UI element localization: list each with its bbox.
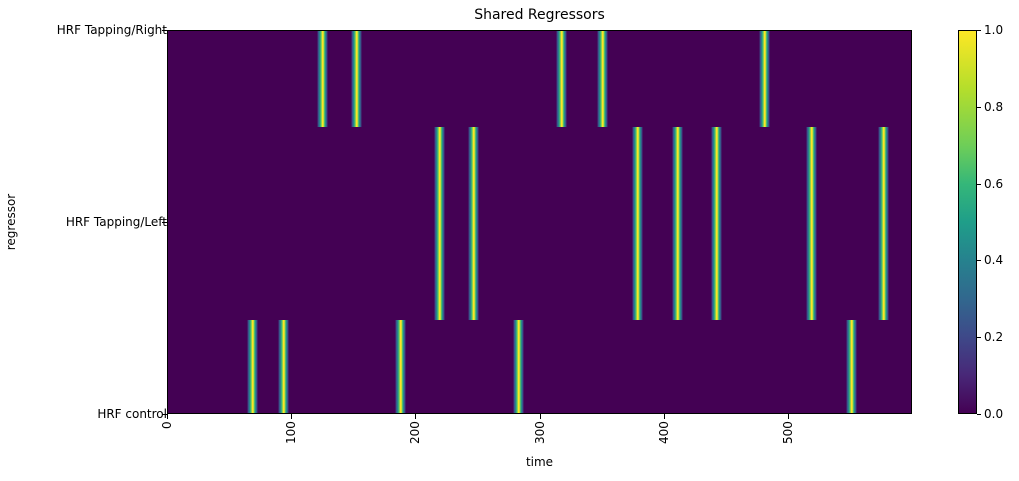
colorbar-tick-mark (977, 337, 981, 339)
regressor-peak (434, 127, 446, 320)
regressor-peak (246, 320, 258, 413)
regressor-peak (468, 127, 480, 320)
x-tick-label: 0 (160, 421, 174, 429)
colorbar-tick-label: 1.0 (984, 23, 1004, 37)
heatmap-plot-area (167, 30, 912, 414)
colorbar-tick-mark (977, 260, 981, 262)
regressor-peak (877, 127, 889, 320)
regressor-peak (671, 127, 683, 320)
regressor-peak (711, 127, 723, 320)
x-tick-mark (167, 414, 168, 419)
x-tick-mark (663, 414, 665, 419)
x-tick-label: 300 (532, 421, 547, 444)
x-tick-label: 100 (284, 421, 299, 444)
colorbar-tick-mark (977, 30, 981, 31)
x-tick-mark (539, 414, 541, 419)
row-hrf-control (168, 320, 911, 413)
regressor-peak (394, 320, 406, 413)
colorbar-tick-mark (977, 106, 981, 108)
y-tick-mark (162, 30, 167, 31)
x-tick-label: 400 (656, 421, 671, 444)
regressor-peak (512, 320, 524, 413)
regressor-peak (351, 31, 363, 127)
regressor-peak (631, 127, 643, 320)
regressor-peak (845, 320, 857, 413)
regressor-peak (556, 31, 568, 127)
regressor-peak (597, 31, 609, 127)
y-tick-label: HRF Tapping/Left (65, 215, 167, 229)
x-tick-mark (291, 414, 293, 419)
y-tick-mark (162, 222, 167, 223)
colorbar-tick-label: 0.0 (984, 407, 1004, 421)
x-axis-label: time (525, 455, 554, 469)
x-tick-mark (788, 414, 789, 419)
colorbar-tick-label: 0.6 (984, 176, 1004, 191)
x-tick-label: 200 (408, 421, 423, 444)
y-tick-label: HRF control (97, 407, 167, 421)
row-hrf-tapping-right (168, 31, 911, 127)
colorbar-tick-mark (977, 183, 981, 185)
colorbar-tick-label: 0.4 (984, 253, 1004, 268)
regressor-peak (278, 320, 289, 413)
x-tick-mark (415, 414, 417, 419)
x-tick-label: 500 (781, 421, 795, 444)
colorbar-tick-label: 0.8 (984, 99, 1004, 114)
regressor-peak (805, 127, 817, 320)
regressor-peak (758, 31, 770, 127)
y-axis-label: regressor (4, 193, 18, 251)
y-tick-label: HRF Tapping/Right (56, 23, 167, 37)
chart-title: Shared Regressors (474, 7, 605, 23)
colorbar-tick-label: 0.2 (984, 330, 1004, 345)
y-tick-mark (162, 414, 167, 415)
colorbar (958, 30, 977, 414)
row-hrf-tapping-left (168, 127, 911, 320)
colorbar-tick-mark (977, 414, 981, 415)
regressor-peak (316, 31, 328, 127)
